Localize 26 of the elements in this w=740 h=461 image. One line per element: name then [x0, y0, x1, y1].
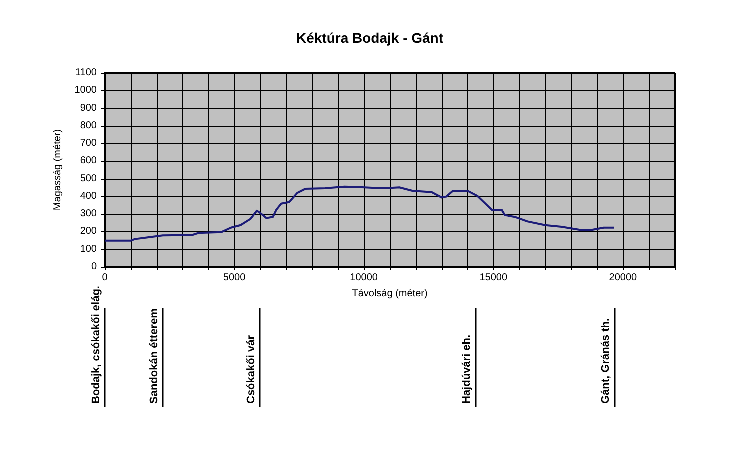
x-tick-label: 15000 [480, 272, 508, 284]
x-tick-label: 20000 [609, 272, 638, 284]
y-tick-label: 300 [80, 208, 98, 220]
y-axis-title: Magasság (méter) [52, 129, 64, 211]
ref-line-label: Gánt, Gránás th. [600, 318, 612, 404]
y-tick-label: 1000 [74, 85, 98, 96]
y-tick-label: 0 [91, 262, 98, 272]
y-tick-label: 200 [80, 226, 98, 238]
ref-line-label: Hajdúvári eh. [461, 334, 473, 404]
x-axis-title: Távolság (méter) [352, 288, 428, 300]
y-tick-label: 700 [80, 138, 98, 150]
y-tick-label: 1100 [75, 68, 98, 78]
y-tick-label: 900 [80, 102, 98, 114]
y-tick-label: 500 [80, 173, 98, 184]
ref-line-label: Csókakői vár [246, 334, 258, 404]
y-tick-label: 600 [80, 156, 98, 167]
chart-title: Kéktúra Bodajk - Gánt [296, 30, 444, 46]
y-tick-label: 800 [80, 120, 98, 132]
x-tick-label: 5000 [223, 272, 246, 284]
x-tick-label: 10000 [350, 272, 378, 284]
ref-line-label: Sandokán étterem [148, 308, 161, 404]
ref-line-label: Bodajk, csókakői elág. [90, 286, 102, 404]
y-tick-label: 400 [80, 190, 98, 202]
line-series [104, 186, 616, 242]
x-tick-label: 0 [102, 272, 108, 284]
y-tick-label: 100 [80, 244, 98, 255]
